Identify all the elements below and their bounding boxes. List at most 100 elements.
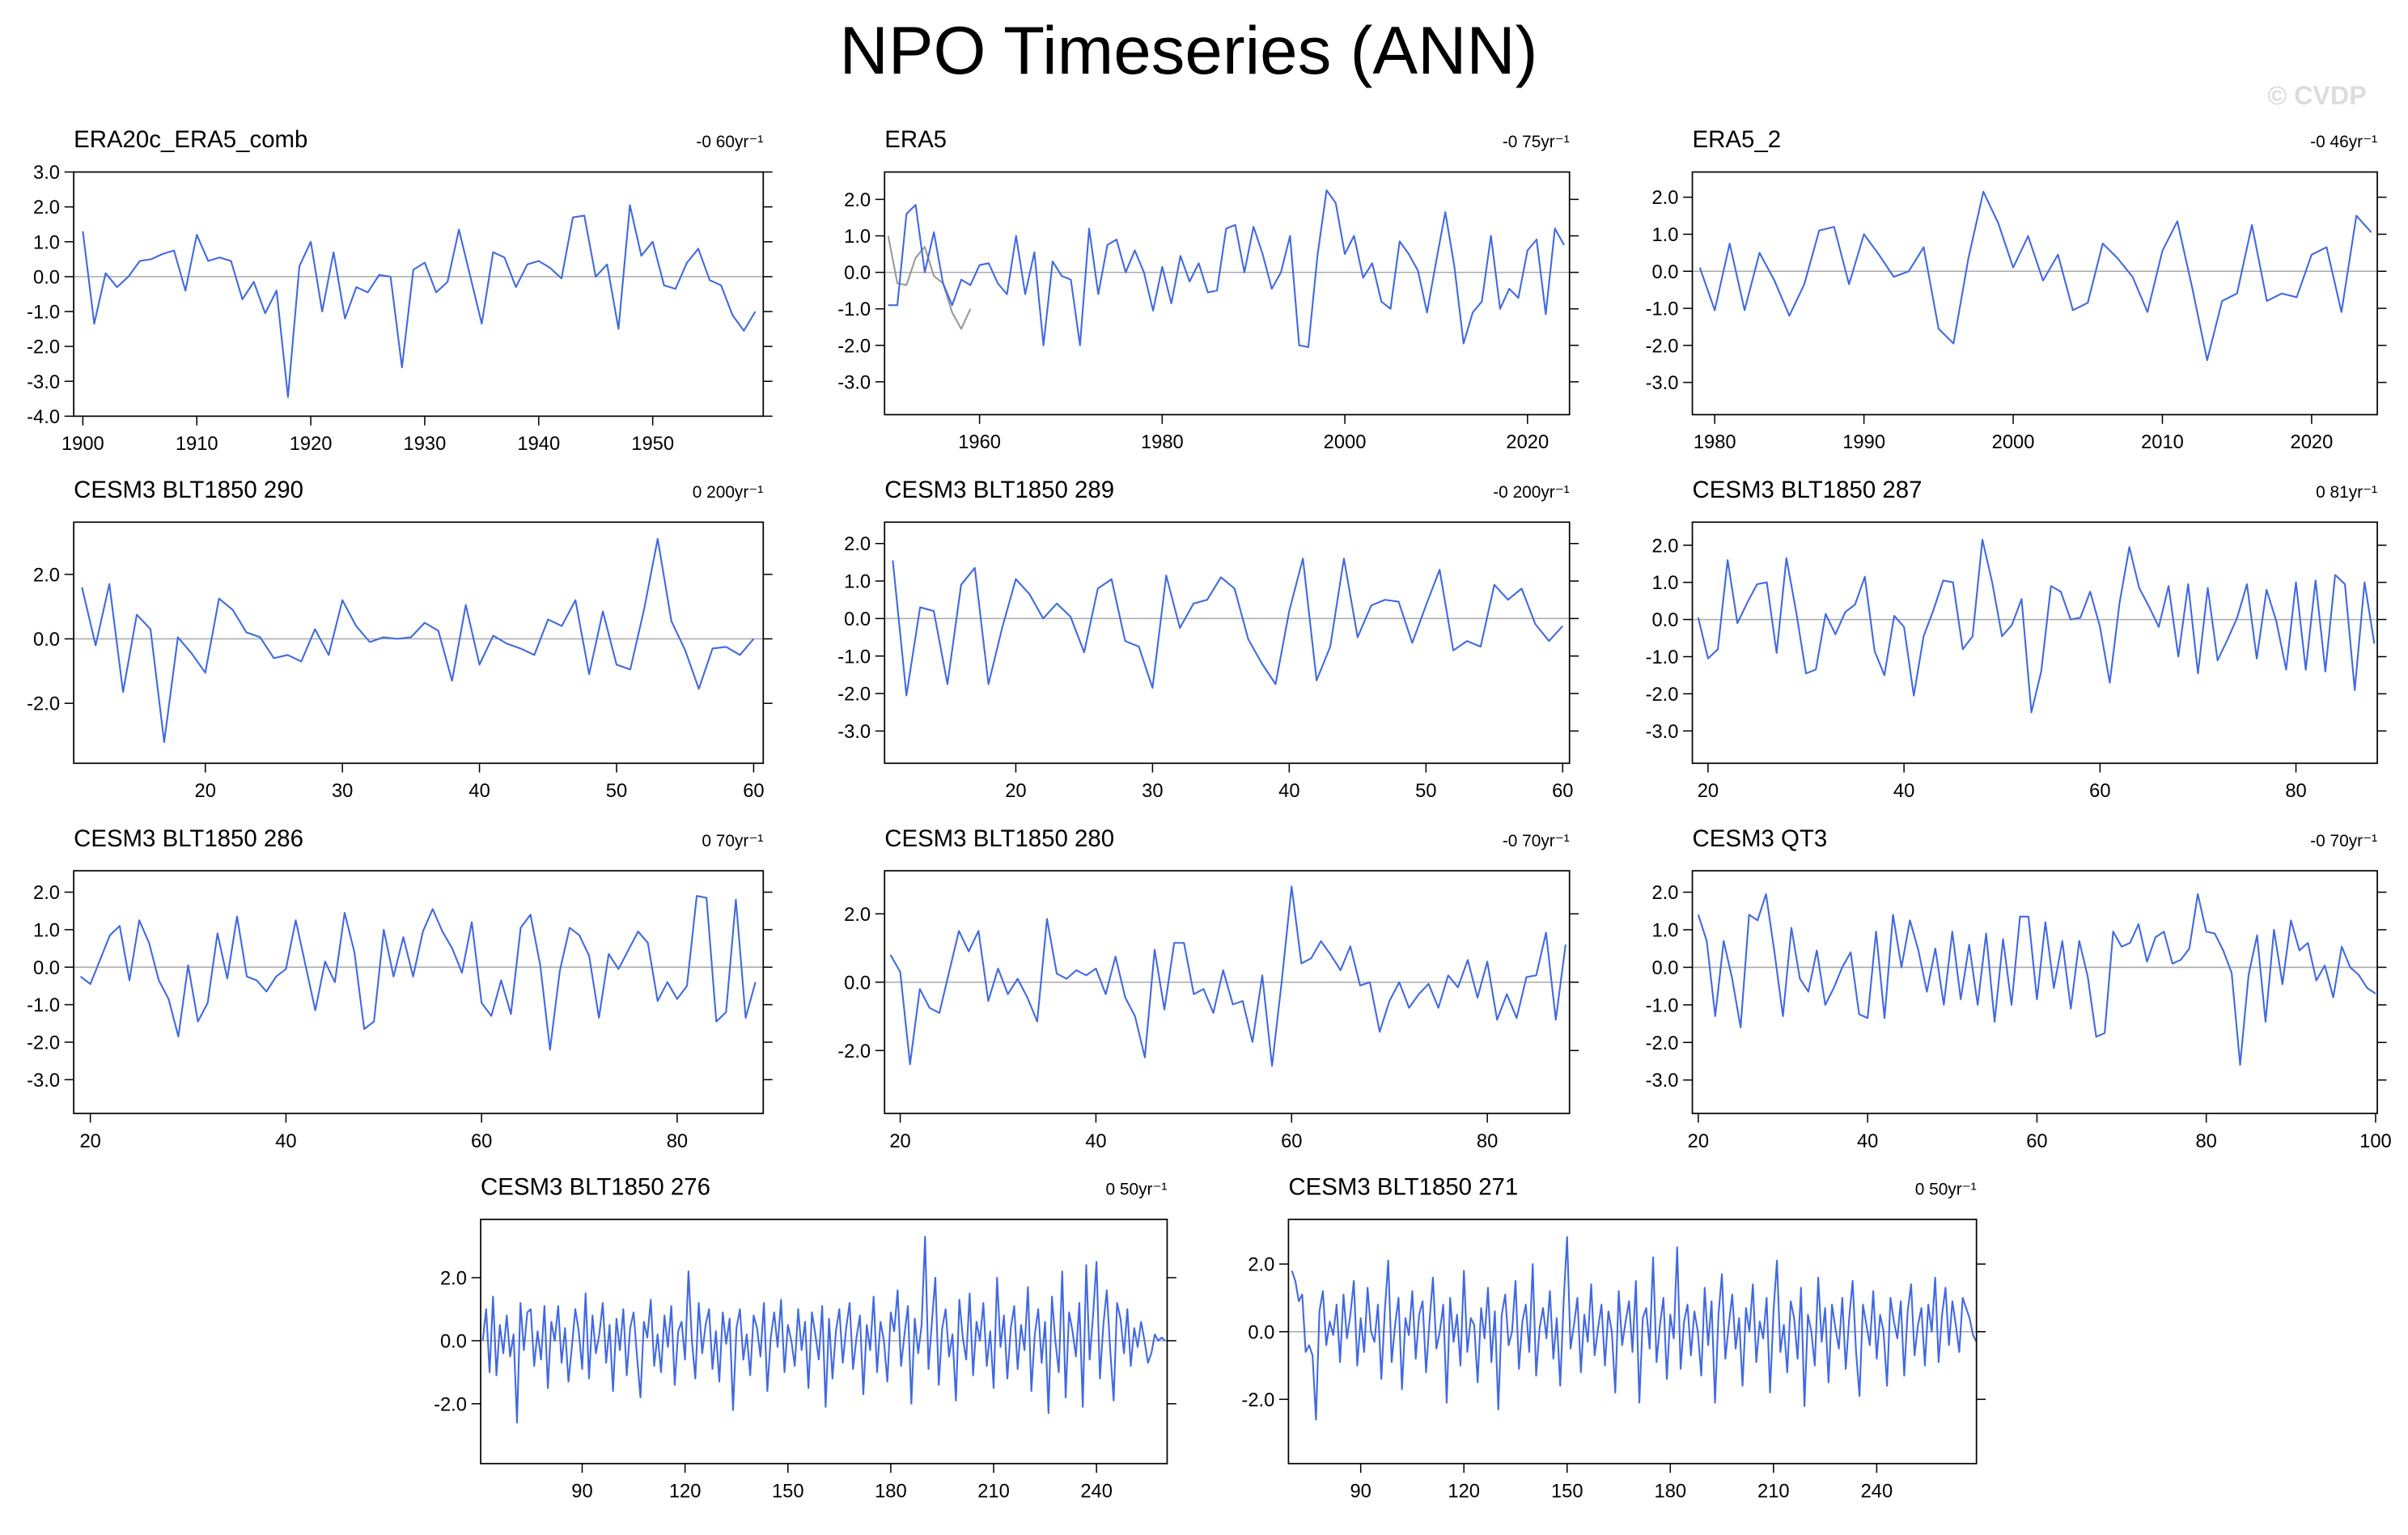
y-tick-label: -2.0 [1646, 685, 1679, 706]
plot-frame [73, 171, 765, 418]
panel-title: ERA5_2 [1693, 126, 1782, 153]
y-tick-label: 1.0 [1651, 573, 1678, 594]
y-tick-label: -3.0 [1646, 722, 1679, 743]
y-tick-label: 1.0 [844, 227, 871, 248]
panel-title: ERA5 [884, 126, 947, 153]
panel: ERA5_2 -0 46yr⁻¹ -3.0 -2.0 -1.0 0.0 1.0 2.0 1980… [1646, 126, 2387, 453]
panel-title: CESM3 BLT1850 286 [74, 825, 303, 852]
x-tick-label: 1950 [631, 434, 674, 455]
x-tick-label: 210 [1757, 1482, 1790, 1503]
y-tick-label: 2.0 [33, 197, 60, 218]
x-tick-label: 60 [471, 1131, 492, 1152]
y-tick-label: 0.0 [844, 973, 871, 994]
x-tick-label: 2020 [1506, 432, 1549, 453]
x-tick-label: 2010 [2141, 432, 2184, 453]
y-tick-label: 2.0 [844, 190, 871, 211]
trend-label: -0 60yr⁻¹ [696, 133, 763, 151]
x-tick-label: 1920 [290, 434, 333, 455]
x-tick-label: 2000 [1324, 432, 1367, 453]
plot-frame [1691, 171, 2378, 416]
y-tick-label: 0.0 [844, 263, 871, 284]
plot-frame [1691, 521, 2378, 765]
plot-frame [884, 870, 1571, 1114]
x-tick-label: 60 [1552, 781, 1573, 802]
panel: ERA20c_ERA5_comb -0 60yr⁻¹ -4.0 -3.0 -2.0 -1.… [27, 126, 773, 455]
series-line [79, 895, 757, 1051]
x-tick-label: 20 [1688, 1131, 1709, 1152]
x-tick-label: 120 [1448, 1482, 1480, 1503]
x-tick-label: 80 [667, 1131, 688, 1152]
y-tick-label: 2.0 [1651, 883, 1678, 904]
y-tick-label: 0.0 [844, 609, 871, 630]
trend-label: 0 200yr⁻¹ [693, 483, 764, 502]
y-tick-label: 2.0 [440, 1269, 467, 1290]
panel-title: CESM3 BLT1850 290 [74, 477, 303, 503]
series-line [1697, 538, 2376, 714]
x-tick-label: 60 [1281, 1131, 1302, 1152]
x-tick-label: 20 [889, 1131, 910, 1152]
y-tick-label: -1.0 [837, 299, 871, 320]
panel: CESM3 BLT1850 271 0 50yr⁻¹ -2.0 0.0 2.0 90 120… [1241, 1174, 1986, 1503]
x-tick-label: 240 [1861, 1482, 1893, 1503]
trend-label: -0 46yr⁻¹ [2310, 133, 2377, 151]
x-tick-label: 1930 [404, 434, 447, 455]
plot-frame [73, 521, 765, 765]
x-tick-label: 1980 [1141, 432, 1184, 453]
panel-title: CESM3 BLT1850 287 [1693, 477, 1923, 503]
y-tick-label: -3.0 [1646, 373, 1679, 394]
x-tick-label: 1960 [958, 432, 1001, 453]
y-tick-label: -1.0 [1646, 647, 1679, 668]
panel: CESM3 QT3 -0 70yr⁻¹ -3.0 -2.0 -1.0 0.0 1.0 2.0 2… [1646, 825, 2392, 1152]
y-tick-label: 1.0 [33, 232, 60, 253]
y-tick-label: -2.0 [837, 685, 871, 706]
y-tick-label: -2.0 [837, 336, 871, 357]
panel-title: CESM3 BLT1850 280 [884, 825, 1114, 852]
y-tick-label: 2.0 [1651, 188, 1678, 209]
x-tick-label: 40 [1278, 781, 1299, 802]
y-tick-label: -4.0 [27, 407, 60, 428]
y-tick-label: -1.0 [27, 995, 60, 1016]
series-line [82, 204, 757, 398]
x-tick-label: 40 [1893, 781, 1914, 802]
plot-frame [1691, 870, 2378, 1114]
x-tick-label: 60 [743, 781, 764, 802]
x-tick-label: 1980 [1694, 432, 1736, 453]
y-tick-label: -3.0 [27, 1071, 60, 1092]
watermark: © CVDP [2267, 81, 2366, 110]
trend-label: 0 70yr⁻¹ [702, 832, 763, 850]
series-line [1698, 190, 2372, 362]
y-tick-label: 1.0 [33, 920, 60, 941]
y-tick-label: 2.0 [844, 534, 871, 555]
panel-title: CESM3 QT3 [1693, 825, 1828, 852]
panel-title: CESM3 BLT1850 289 [884, 477, 1114, 503]
y-tick-label: 0.0 [33, 958, 60, 979]
series-line [81, 537, 755, 744]
y-tick-label: 0.0 [33, 267, 60, 288]
series-line [1697, 893, 2376, 1066]
x-tick-label: 20 [1698, 781, 1719, 802]
y-tick-label: -2.0 [27, 1033, 60, 1054]
x-tick-label: 50 [1415, 781, 1436, 802]
x-tick-label: 2020 [2291, 432, 2334, 453]
y-tick-label: 3.0 [33, 163, 60, 184]
x-tick-label: 30 [332, 781, 353, 802]
plot-frame [1287, 1219, 1978, 1465]
series-line [892, 558, 1564, 697]
x-tick-label: 100 [2359, 1131, 2392, 1152]
panel: CESM3 BLT1850 280 -0 70yr⁻¹ -2.0 0.0 2.0 20 40… [837, 825, 1579, 1152]
y-tick-label: -1.0 [1646, 995, 1679, 1016]
series-line [889, 885, 1566, 1067]
y-tick-label: -1.0 [837, 647, 871, 668]
x-tick-label: 210 [977, 1482, 1010, 1503]
panel: CESM3 BLT1850 276 0 50yr⁻¹ -2.0 0.0 2.0 90 120… [434, 1174, 1176, 1503]
x-tick-label: 90 [571, 1482, 592, 1503]
plot-frame [480, 1219, 1168, 1465]
y-tick-label: 1.0 [1651, 921, 1678, 942]
panel: CESM3 BLT1850 290 0 200yr⁻¹ -2.0 0.0 2.0 20 30… [27, 477, 773, 802]
y-tick-label: 2.0 [1651, 536, 1678, 557]
y-tick-label: 0.0 [1651, 958, 1678, 979]
y-tick-label: 0.0 [1651, 262, 1678, 283]
x-tick-label: 150 [772, 1482, 804, 1503]
